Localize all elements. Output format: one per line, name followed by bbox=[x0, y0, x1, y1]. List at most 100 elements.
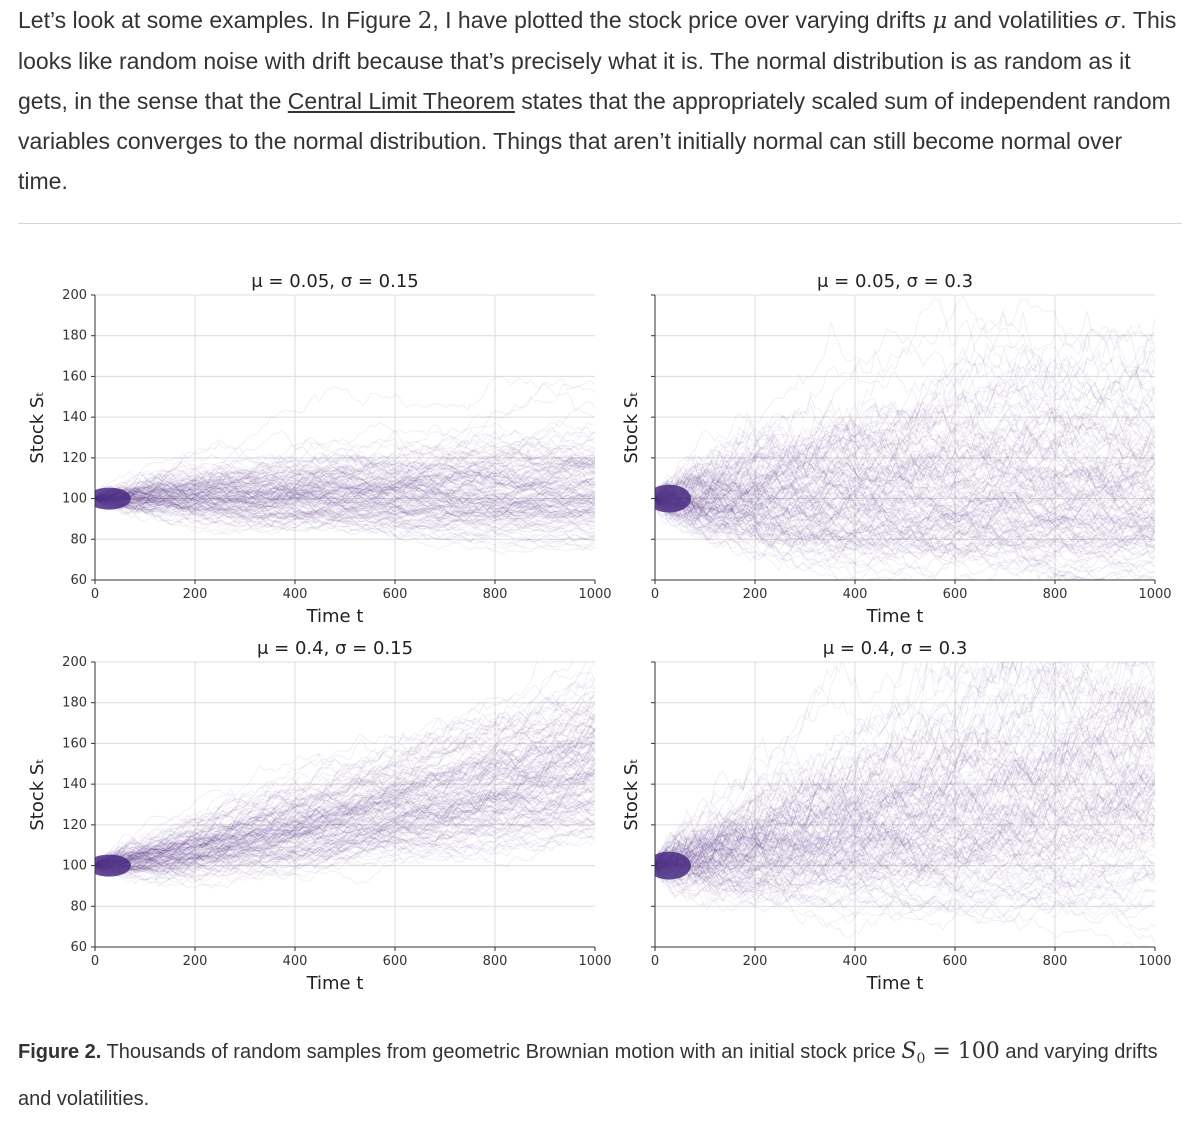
sample-path bbox=[95, 745, 595, 870]
sample-path bbox=[655, 802, 1155, 887]
sample-path bbox=[95, 486, 595, 519]
sample-path bbox=[95, 767, 595, 874]
sample-path bbox=[95, 474, 595, 528]
sample-path bbox=[95, 740, 595, 866]
central-limit-theorem-link[interactable]: Central Limit Theorem bbox=[287, 88, 515, 114]
sample-path bbox=[95, 817, 595, 867]
sample-path bbox=[655, 406, 1155, 516]
x-axis-label: Time t bbox=[306, 973, 364, 994]
sample-path bbox=[655, 729, 1155, 887]
sample-path bbox=[95, 481, 595, 551]
sample-path bbox=[655, 498, 1155, 544]
sample-path bbox=[655, 465, 1155, 528]
sample-path bbox=[95, 408, 595, 500]
sample-path bbox=[95, 724, 595, 866]
sample-path bbox=[655, 354, 1155, 500]
sample-path bbox=[655, 793, 1155, 887]
sample-path bbox=[655, 394, 1155, 500]
sample-path bbox=[655, 424, 1155, 517]
sample-path bbox=[655, 682, 1155, 876]
sample-path bbox=[95, 678, 595, 866]
sample-path bbox=[655, 480, 1155, 554]
sample-path bbox=[655, 817, 1155, 903]
sample-path bbox=[655, 742, 1155, 868]
sample-path bbox=[655, 662, 1127, 873]
sample-path bbox=[655, 435, 1155, 514]
sample-path bbox=[95, 771, 595, 870]
sample-path bbox=[95, 720, 595, 873]
sample-path bbox=[95, 452, 595, 500]
sample-path bbox=[95, 488, 595, 547]
sample-path bbox=[655, 662, 1155, 867]
sample-path bbox=[95, 479, 595, 519]
sample-path bbox=[655, 662, 1061, 906]
sample-path bbox=[95, 493, 595, 519]
sample-path bbox=[95, 463, 595, 528]
sample-path bbox=[655, 409, 1155, 518]
sample-path bbox=[655, 813, 1155, 897]
sample-path bbox=[95, 383, 595, 506]
grid bbox=[655, 661, 1155, 947]
sample-path bbox=[95, 498, 595, 552]
sample-path bbox=[95, 678, 595, 870]
sample-path bbox=[655, 491, 1155, 567]
sample-path bbox=[655, 346, 1155, 505]
sample-path bbox=[95, 808, 595, 869]
sample-path bbox=[655, 385, 1155, 506]
sample-path bbox=[655, 490, 1155, 574]
y-axis-label: Stock Sₜ bbox=[621, 758, 642, 830]
sample-path bbox=[655, 484, 1155, 551]
sample-path bbox=[655, 492, 1155, 539]
sample-path bbox=[95, 799, 595, 866]
sample-path bbox=[655, 686, 1155, 866]
sample-path bbox=[95, 469, 595, 503]
sample-path bbox=[95, 736, 595, 866]
sample-path bbox=[95, 489, 595, 537]
x-tick-label: 200 bbox=[743, 954, 768, 969]
sample-path bbox=[95, 762, 595, 867]
sample-path bbox=[95, 745, 595, 876]
sample-path bbox=[95, 459, 595, 500]
sample-path bbox=[95, 696, 595, 877]
sample-path bbox=[655, 810, 1155, 932]
sample-path bbox=[655, 862, 1155, 930]
sample-path bbox=[655, 821, 1155, 888]
sample-path bbox=[95, 702, 595, 867]
sample-path bbox=[95, 456, 595, 507]
sample-path bbox=[655, 694, 1155, 873]
sample-path bbox=[655, 298, 1155, 501]
sample-path bbox=[655, 662, 1090, 898]
y-tick-label: 140 bbox=[62, 410, 87, 425]
sample-path bbox=[95, 494, 595, 538]
sample-path bbox=[655, 669, 1155, 874]
sample-path bbox=[655, 696, 1155, 866]
sample-path bbox=[95, 452, 595, 507]
sample-path bbox=[95, 827, 595, 871]
sample-path bbox=[95, 474, 595, 545]
sample-path bbox=[95, 490, 595, 523]
sample-path bbox=[655, 473, 1155, 537]
sample-path bbox=[95, 492, 595, 540]
sample-path bbox=[95, 477, 595, 510]
sample-path bbox=[95, 467, 595, 518]
sample-path bbox=[95, 750, 595, 866]
sample-path bbox=[95, 769, 595, 883]
sample-path bbox=[655, 465, 1155, 550]
sample-path bbox=[95, 486, 595, 531]
sample-path bbox=[655, 498, 1155, 579]
sample-path bbox=[95, 454, 595, 518]
sample-path bbox=[95, 493, 595, 527]
sample-path bbox=[95, 787, 595, 867]
sample-path bbox=[655, 827, 1155, 904]
sample-path bbox=[655, 471, 1155, 514]
intro-text-5: states that the appropriately scaled sum… bbox=[18, 88, 1171, 194]
sample-path bbox=[95, 382, 595, 507]
sample-path bbox=[95, 775, 595, 866]
sample-path bbox=[95, 740, 595, 867]
sample-path bbox=[655, 865, 1155, 913]
sample-path bbox=[95, 692, 595, 866]
sample-path bbox=[95, 491, 595, 529]
sample-path bbox=[655, 437, 1155, 529]
y-tick-label: 160 bbox=[62, 369, 87, 384]
sample-path bbox=[655, 662, 1015, 868]
